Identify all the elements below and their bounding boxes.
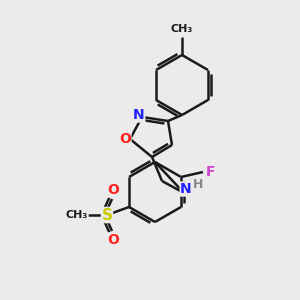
Text: N: N [133, 108, 145, 122]
Text: H: H [193, 178, 203, 191]
Text: O: O [119, 132, 131, 146]
Text: O: O [107, 183, 119, 197]
Text: F: F [206, 165, 216, 179]
Text: N: N [180, 182, 192, 196]
Text: CH₃: CH₃ [171, 24, 193, 34]
Text: O: O [107, 233, 119, 247]
Text: CH₃: CH₃ [66, 210, 88, 220]
Text: S: S [101, 208, 112, 223]
